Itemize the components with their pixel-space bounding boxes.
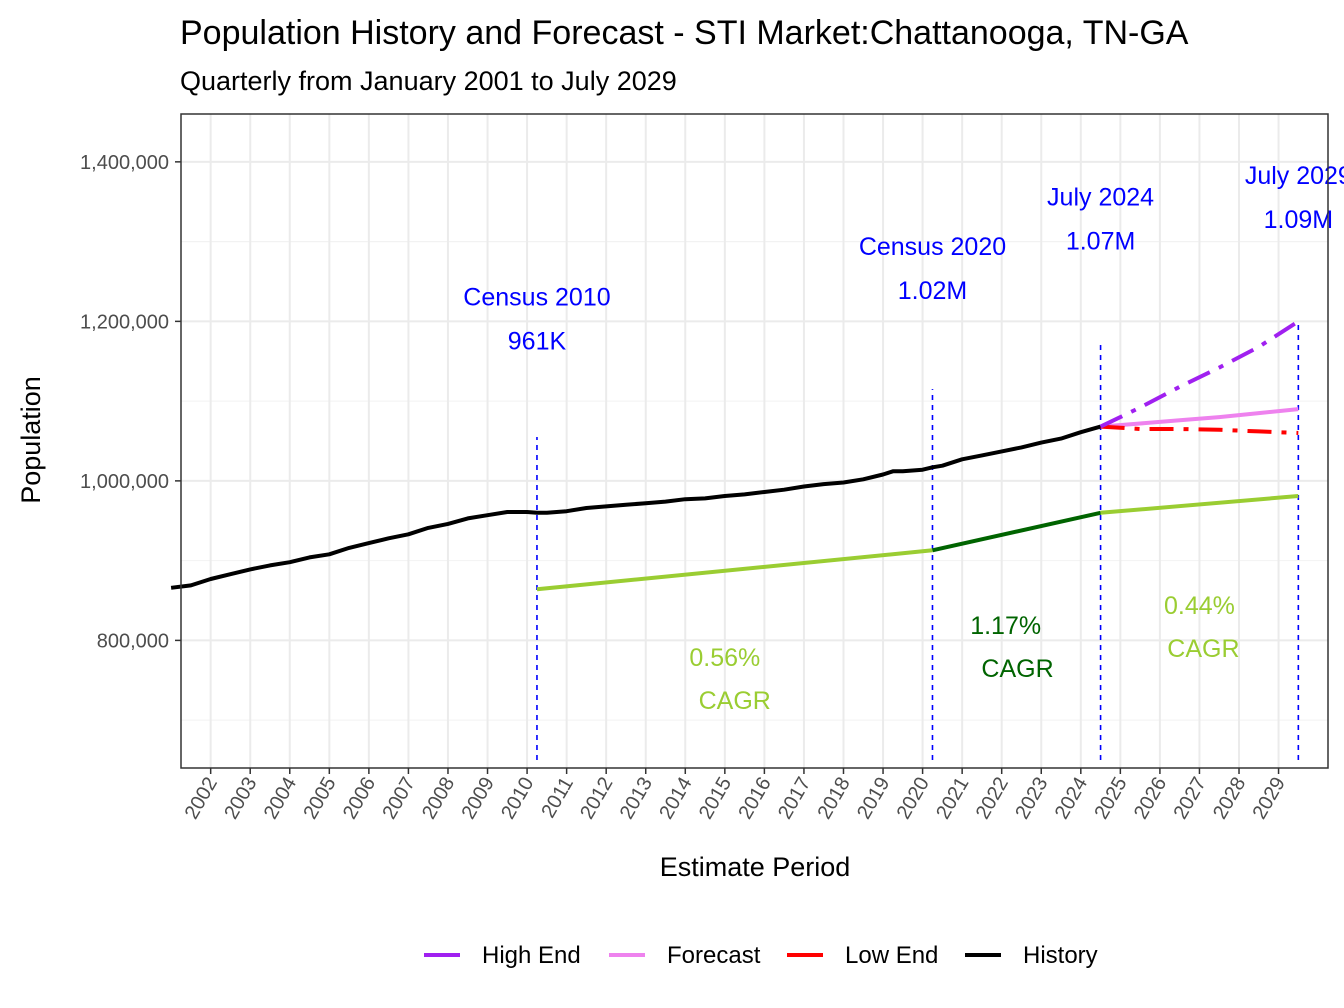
- plot-panel: [181, 114, 1328, 768]
- series-cagr-2024-2029: [1100, 494, 1299, 515]
- x-tick-label: 2018: [814, 774, 855, 824]
- x-tick-label: 2008: [418, 774, 459, 824]
- annotation-label: 0.44%: [1164, 592, 1235, 620]
- y-tick-label: 1,000,000: [80, 471, 169, 493]
- annotation-label: Census 2010: [463, 283, 610, 311]
- x-tick-label: 2014: [655, 774, 696, 824]
- x-tick-label: 2016: [734, 774, 775, 824]
- x-tick-label: 2025: [1090, 774, 1131, 824]
- annotation-label: July 2029: [1245, 162, 1344, 190]
- y-tick-label: 1,400,000: [80, 152, 169, 174]
- x-tick-label: 2012: [576, 774, 617, 824]
- x-tick-label: 2028: [1209, 774, 1250, 824]
- y-axis-ticks: 800,000 1,000,000 1,200,000 1,400,000: [80, 152, 181, 652]
- annotation-label: 1.09M: [1264, 206, 1333, 234]
- x-tick-label: 2010: [497, 774, 538, 824]
- y-tick-label: 800,000: [97, 630, 169, 652]
- x-tick-label: 2005: [299, 774, 340, 824]
- annotation-label: 1.07M: [1066, 228, 1135, 256]
- legend-label: Forecast: [667, 942, 761, 969]
- series-low-end: [1100, 424, 1299, 435]
- legend: High End Forecast Low End History: [424, 942, 1098, 969]
- series-cagr-2020-2024: [932, 510, 1102, 553]
- gridlines: [181, 114, 1328, 768]
- series-lines: [170, 319, 1300, 592]
- x-tick-label: 2003: [220, 774, 261, 824]
- annotation-label: CAGR: [981, 655, 1053, 683]
- x-tick-label: 2027: [1169, 774, 1210, 824]
- annotation-label: 0.56%: [689, 644, 760, 672]
- annotation-label: CAGR: [699, 687, 771, 715]
- annotation-label: July 2024: [1047, 184, 1154, 212]
- x-axis-ticks: 2002200320042005200620072008200920102011…: [181, 768, 1290, 823]
- x-tick-label: 2011: [537, 774, 578, 822]
- x-tick-label: 2020: [893, 774, 934, 824]
- series-cagr-2010-2020: [536, 548, 933, 592]
- legend-label: History: [1023, 942, 1098, 969]
- series-forecast: [1100, 407, 1299, 429]
- x-tick-label: 2021: [932, 774, 973, 824]
- x-tick-label: 2022: [972, 774, 1013, 824]
- x-tick-label: 2007: [378, 774, 419, 824]
- series-high-end: [1099, 319, 1300, 429]
- x-tick-label: 2023: [1011, 774, 1052, 824]
- annotation-label: CAGR: [1167, 635, 1239, 663]
- x-tick-label: 2004: [260, 774, 301, 824]
- x-axis-label: Estimate Period: [660, 852, 851, 882]
- x-tick-label: 2026: [1130, 774, 1171, 824]
- y-axis-label: Population: [16, 376, 46, 504]
- series-history: [170, 424, 1102, 590]
- x-tick-label: 2013: [616, 774, 657, 824]
- chart-subtitle: Quarterly from January 2001 to July 2029: [180, 66, 677, 96]
- x-tick-label: 2019: [853, 774, 894, 824]
- x-tick-label: 2029: [1249, 774, 1290, 824]
- y-tick-label: 1,200,000: [80, 311, 169, 333]
- x-tick-label: 2017: [774, 774, 815, 824]
- reference-lines: [536, 321, 1300, 761]
- x-tick-label: 2006: [339, 774, 380, 824]
- legend-label: High End: [482, 942, 581, 969]
- legend-label: Low End: [845, 942, 938, 969]
- annotation-label: 1.02M: [898, 277, 967, 305]
- chart-title: Population History and Forecast - STI Ma…: [180, 14, 1189, 52]
- x-tick-label: 2002: [181, 774, 222, 824]
- plot-border: [180, 113, 1329, 769]
- annotation-label: Census 2020: [859, 233, 1006, 261]
- annotation-label: 961K: [508, 327, 567, 355]
- annotation-label: 1.17%: [970, 612, 1041, 640]
- x-tick-label: 2015: [695, 774, 736, 824]
- x-tick-label: 2024: [1051, 774, 1092, 824]
- plot-background: [181, 114, 1328, 768]
- plot-frame: [180, 113, 1329, 769]
- x-tick-label: 2009: [458, 774, 499, 824]
